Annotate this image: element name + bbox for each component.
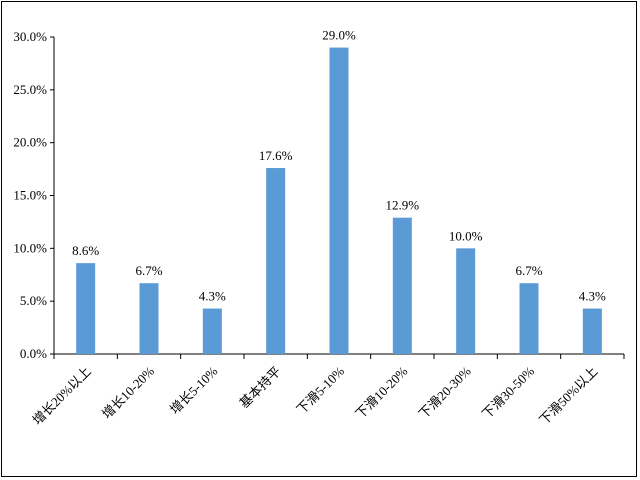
- data-label: 4.3%: [579, 289, 606, 304]
- bar: [76, 263, 96, 354]
- category-label: 增长10-20%: [99, 363, 157, 421]
- category-label: 下滑50%以上: [536, 364, 600, 428]
- bar: [202, 308, 222, 354]
- y-tick-label: 25.0%: [13, 82, 47, 97]
- category-label: 增长20%以上: [30, 364, 94, 428]
- bar: [266, 168, 286, 354]
- y-tick-label: 30.0%: [13, 29, 47, 44]
- data-label: 29.0%: [322, 28, 356, 43]
- category-label: 下滑5-10%: [294, 363, 348, 417]
- bar: [519, 283, 539, 354]
- category-label: 下滑30-50%: [479, 363, 537, 421]
- bar: [456, 248, 476, 354]
- y-tick-label: 5.0%: [20, 293, 47, 308]
- y-tick-label: 0.0%: [20, 346, 47, 361]
- bar: [329, 47, 349, 355]
- data-label: 10.0%: [449, 228, 483, 243]
- data-label: 8.6%: [72, 243, 99, 258]
- category-label: 增长5-10%: [167, 363, 221, 417]
- data-label: 12.9%: [386, 198, 420, 213]
- bar: [392, 217, 412, 354]
- data-label: 6.7%: [515, 263, 542, 278]
- category-label: 下滑20-30%: [416, 363, 474, 421]
- data-label: 17.6%: [259, 148, 293, 163]
- y-tick-label: 10.0%: [13, 240, 47, 255]
- y-tick-label: 20.0%: [13, 135, 47, 150]
- data-label: 6.7%: [135, 263, 162, 278]
- y-tick-label: 15.0%: [13, 188, 47, 203]
- bar: [582, 308, 602, 354]
- data-label: 4.3%: [199, 289, 226, 304]
- category-label: 下滑10-20%: [352, 363, 410, 421]
- category-label: 基本持平: [236, 364, 283, 411]
- bar: [139, 283, 159, 354]
